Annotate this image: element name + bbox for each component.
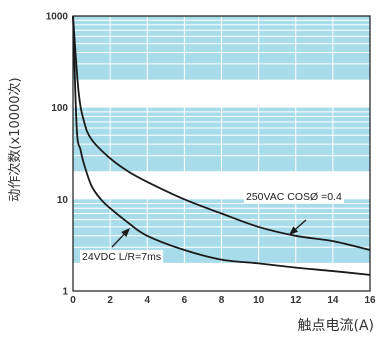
x-tick-label: 12 [290, 295, 302, 306]
x-tick-label: 8 [219, 295, 225, 306]
x-tick-label: 14 [327, 295, 339, 306]
arrow-250vac [289, 219, 307, 235]
axis-ticks: 0 2 4 6 8 10 12 14 16 1 10 100 1000 [46, 12, 376, 307]
series-line-0 [72, 15, 371, 251]
x-tick-label: 4 [144, 295, 150, 306]
annotation-arrows [111, 219, 307, 248]
grid-bands [73, 16, 370, 291]
annotation-250vac: 250VAC COSØ =0.4 [246, 191, 342, 203]
y-tick-label: 1 [62, 287, 68, 298]
plot-frame [72, 15, 371, 292]
y-axis-label: 动作次数(x10000次) [7, 77, 23, 201]
x-tick-label: 10 [253, 295, 265, 306]
series-line-1 [72, 15, 371, 276]
annotation-background [244, 190, 344, 204]
arrow-24vdc [111, 228, 130, 248]
annotation-background [80, 250, 164, 264]
series-curves [72, 15, 371, 276]
y-tick-label: 100 [51, 103, 68, 114]
x-tick-label: 6 [182, 295, 188, 306]
y-tick-label: 10 [57, 195, 69, 206]
x-tick-label: 0 [70, 295, 76, 306]
x-axis-label: 触点电流(A) [297, 318, 374, 334]
y-tick-label: 1000 [46, 12, 69, 23]
annotation-24vdc: 24VDC L/R=7ms [82, 251, 161, 263]
x-tick-label: 16 [364, 295, 376, 306]
x-tick-label: 2 [107, 295, 113, 306]
